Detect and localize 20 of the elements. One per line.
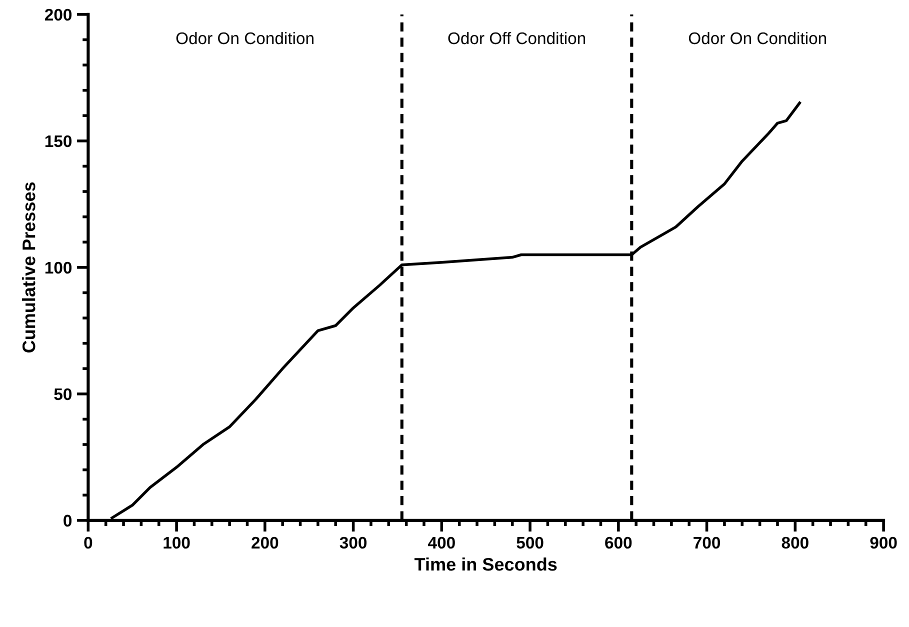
y-tick-label: 0 [64, 514, 72, 527]
annotation: Odor On Condition [176, 32, 314, 44]
x-axis-title: Time in Seconds [414, 557, 557, 571]
annotation: Odor Off Condition [448, 32, 586, 44]
x-tick-label: 200 [252, 536, 278, 549]
x-tick-label: 500 [516, 536, 544, 549]
y-tick-label: 100 [45, 262, 72, 274]
y-tick-label: 200 [44, 8, 72, 21]
x-tick-label: 900 [870, 536, 897, 549]
x-tick-label: 800 [782, 536, 808, 549]
x-tick-label: 400 [428, 536, 455, 549]
y-tick-label: 50 [54, 388, 72, 400]
x-tick-label: 700 [694, 536, 720, 549]
x-tick-label: 600 [605, 536, 632, 549]
x-tick-label: 0 [84, 536, 92, 549]
y-axis-title: Cumulative Presses [22, 182, 36, 352]
x-tick-label: 300 [340, 536, 367, 549]
x-tick-label: 100 [164, 536, 190, 549]
annotation: Odor On Condition [688, 32, 826, 44]
y-tick-label: 150 [45, 135, 72, 148]
